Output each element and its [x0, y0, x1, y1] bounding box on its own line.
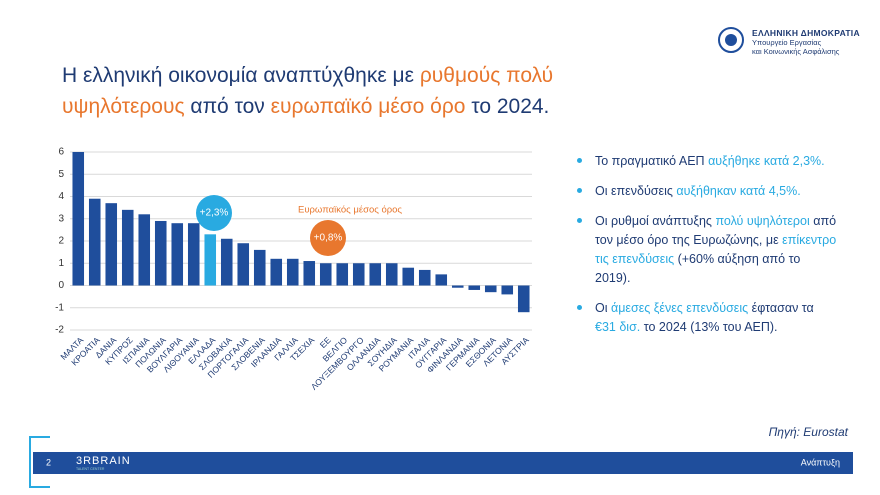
bullet: Οι επενδύσεις αυξήθηκαν κατά 4,5%.: [575, 182, 837, 201]
bar: [517, 285, 530, 313]
bar: [319, 263, 332, 286]
annotation-bubble: [196, 195, 232, 231]
y-tick-label: 6: [58, 147, 64, 158]
annotation-bubble: [310, 220, 346, 256]
bullet-segment: Οι επενδύσεις: [595, 184, 677, 198]
bar: [303, 261, 316, 286]
bar: [187, 223, 200, 286]
y-tick-label: 5: [58, 169, 64, 180]
title-segment: υψηλότερους: [62, 95, 185, 118]
bar: [138, 214, 151, 286]
bar: [352, 263, 365, 286]
bar: [385, 263, 398, 286]
header: ΕΛΛΗΝΙΚΗ ΔΗΜΟΚΡΑΤΙΑ Υπουργείο Εργασίας κ…: [752, 28, 860, 56]
org: ΕΛΛΗΝΙΚΗ ΔΗΜΟΚΡΑΤΙΑ: [752, 28, 860, 38]
bullet-segment: άμεσες ξένες επενδύσεις: [610, 301, 749, 315]
title-segment: ρυθμούς πολύ: [419, 64, 554, 87]
bar: [154, 220, 167, 286]
bar: [237, 243, 250, 286]
bullet-segment: Το πραγματικό ΑΕΠ: [595, 154, 709, 168]
brand: 3RBRAIN: [76, 455, 131, 467]
bar: [369, 263, 382, 286]
bullet-segment: το 2024 (13% του ΑΕΠ).: [640, 320, 778, 334]
title-segment: το 2024.: [465, 95, 550, 118]
title-segment: ευρωπαϊκό μέσο όρο: [270, 95, 466, 118]
bar: [468, 285, 481, 290]
title: Η ελληνική οικονομία αναπτύχθηκε με ρυθμ…: [62, 60, 553, 122]
bullet: Το πραγματικό ΑΕΠ αυξήθηκε κατά 2,3%.: [575, 152, 837, 171]
bar: [501, 285, 514, 295]
bullet-segment: €31 δισ.: [595, 320, 641, 334]
bar: [105, 203, 118, 286]
bar: [270, 258, 283, 286]
bar: [336, 263, 349, 286]
bar: [402, 267, 415, 286]
brand-sub: TALENT CENTER: [76, 467, 105, 471]
bar: [286, 258, 299, 286]
title-line: Η ελληνική οικονομία αναπτύχθηκε με ρυθμ…: [62, 60, 553, 91]
bar: [88, 198, 101, 286]
bar: [435, 274, 448, 286]
bullet-segment: έφτασαν τα: [748, 301, 814, 315]
bar: [72, 152, 85, 286]
y-tick-label: 3: [58, 213, 64, 224]
bar: [484, 285, 497, 293]
y-tick-label: 0: [58, 280, 64, 291]
y-tick-label: 4: [58, 191, 64, 202]
bullets: Το πραγματικό ΑΕΠ αυξήθηκε κατά 2,3%. Οι …: [575, 152, 837, 348]
bullet-segment: από τον μέσο όρο της Ευρωζώνης, με: [595, 214, 837, 247]
annotation: +2,3%: [200, 208, 229, 219]
title-segment: από τον: [184, 95, 271, 118]
bullet-segment: επίκεντρο τις επενδύσεις: [595, 233, 837, 266]
bullet: Οι ρυθμοί ανάπτυξης πολύ υψηλότεροι από …: [575, 212, 837, 288]
annotation: +0,8%: [314, 233, 343, 244]
bullet-segment: αυξήθηκαν κατά 4,5%.: [676, 184, 801, 198]
ministry: Υπουργείο Εργασίας: [752, 38, 822, 47]
emblem: [718, 27, 744, 53]
y-tick-label: -1: [55, 302, 64, 313]
y-tick-label: -2: [55, 325, 64, 336]
y-tick-label: 1: [58, 258, 64, 269]
footer-bar: [33, 452, 853, 474]
bracket: [29, 436, 50, 488]
bullet-segment: πολύ υψηλότεροι: [715, 214, 810, 228]
bullet-segment: Οι: [595, 301, 611, 315]
annotation: Ευρωπαϊκός μέσος όρος: [298, 205, 402, 216]
bar: [451, 285, 464, 288]
ministry: και Κοινωνικής Ασφάλισης: [752, 47, 840, 56]
title-line: υψηλότερους από τον ευρωπαϊκό μέσο όρο τ…: [62, 91, 553, 122]
emblem-inner: [725, 34, 737, 46]
bar: [171, 223, 184, 286]
bullet-segment: Οι ρυθμοί ανάπτυξης: [595, 214, 716, 228]
bar: [253, 249, 266, 286]
source: Πηγή: Eurostat: [768, 425, 848, 439]
bullet-segment: (+60% αύξηση από το 2019).: [595, 252, 801, 285]
bar: [220, 238, 233, 286]
y-tick-label: 2: [58, 236, 64, 247]
section: Ανάπτυξη: [801, 457, 840, 467]
bar: [121, 209, 134, 286]
bar: [418, 269, 431, 286]
bar: [204, 234, 217, 286]
title-segment: Η ελληνική οικονομία αναπτύχθηκε με: [62, 64, 420, 87]
page-number: 2: [46, 457, 51, 467]
bullet-segment: αυξήθηκε κατά 2,3%.: [708, 154, 825, 168]
bullet: Οι άμεσες ξένες επενδύσεις έφτασαν τα €3…: [575, 299, 837, 337]
